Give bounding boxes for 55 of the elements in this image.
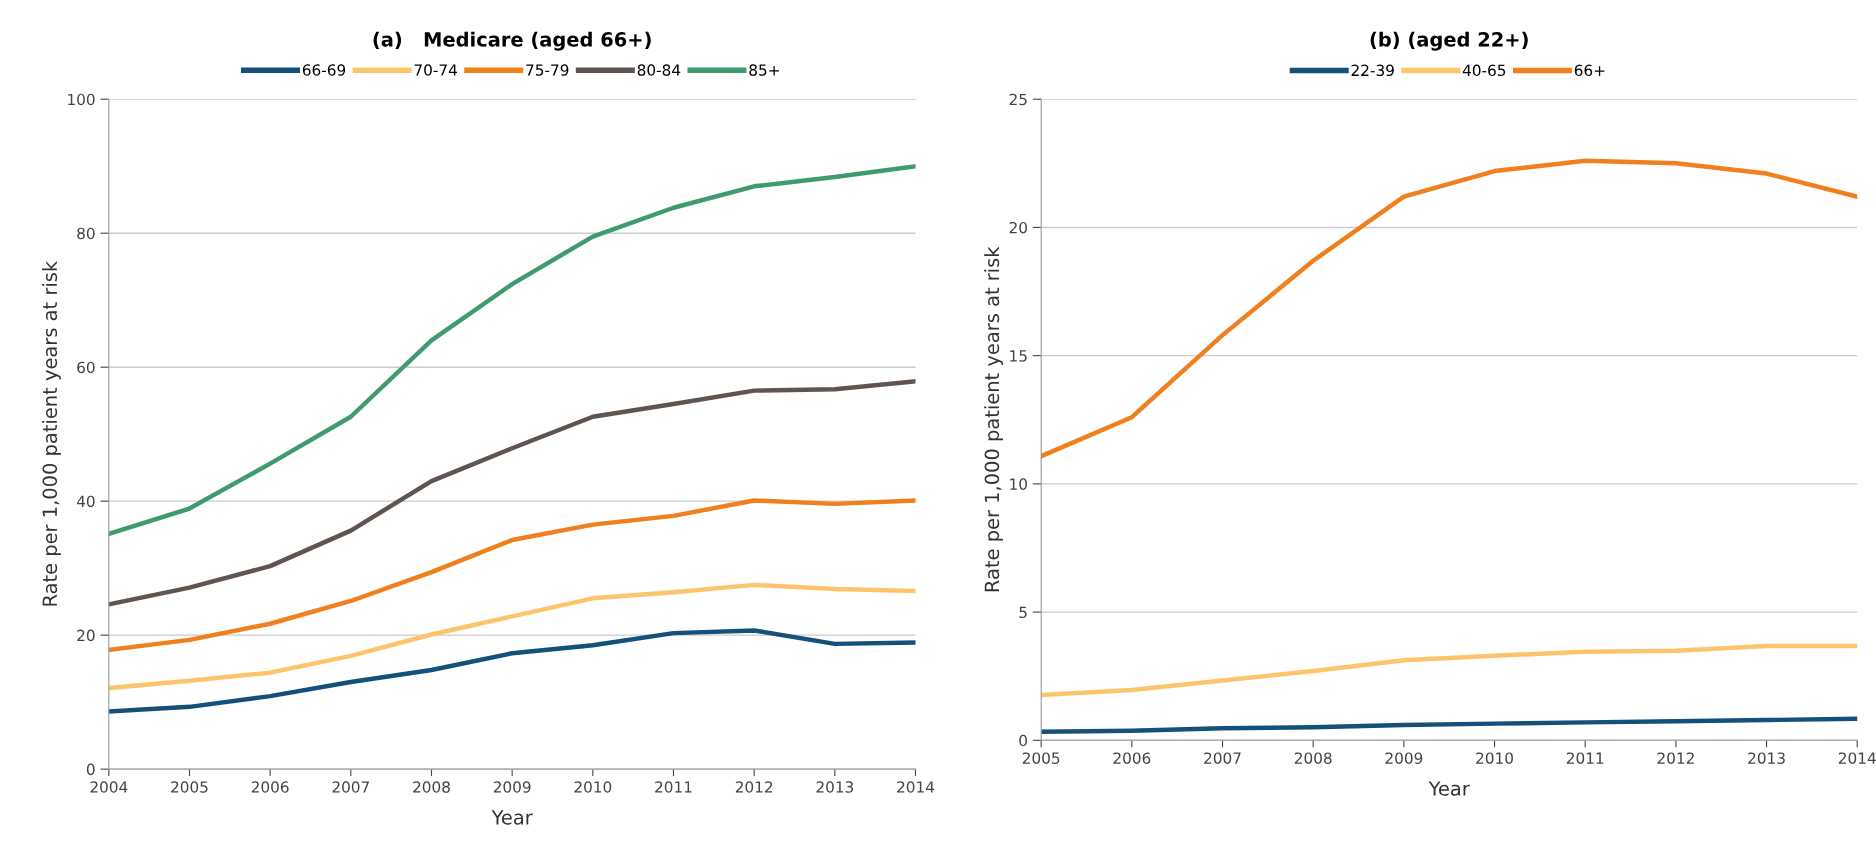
x-tick-label: 2013 (816, 781, 854, 793)
line-series (108, 628, 916, 714)
x-tick-label: 2008 (413, 781, 450, 793)
legend-label: 80-84 (637, 64, 681, 76)
line-series (108, 582, 916, 691)
y-tick-label: 20 (77, 629, 95, 642)
x-tick-label: 2013 (1748, 752, 1785, 764)
line-series (108, 163, 916, 537)
x-tick-label: 2009 (1385, 752, 1423, 764)
y-tick-label: 20 (1009, 221, 1027, 234)
x-tick-label: 2011 (1566, 752, 1604, 764)
legend-label: 40-65 (1462, 64, 1506, 77)
y-tick-label: 40 (76, 495, 95, 508)
legend-label: 75-79 (526, 64, 569, 76)
y-tick-label: 60 (77, 361, 95, 374)
x-tick-label: 2006 (1113, 752, 1151, 764)
legend-label: 22-39 (1351, 64, 1394, 77)
line-series (1041, 716, 1858, 735)
x-tick-label: 2011 (655, 781, 692, 793)
x-tick-label: 2012 (1657, 752, 1694, 764)
x-tick-label: 2008 (1294, 752, 1332, 764)
x-axis-title: Year (491, 810, 533, 825)
legend-label: 66-69 (302, 64, 346, 76)
x-tick-label: 2009 (493, 781, 531, 793)
legend-label: 70-74 (414, 64, 457, 76)
y-tick-label: 80 (77, 227, 95, 240)
y-axis-title: Rate per 1,000 patient years at risk (42, 260, 61, 606)
y-tick-label: 25 (1009, 93, 1027, 106)
line-series (108, 379, 916, 607)
line-series (108, 498, 916, 653)
x-tick-label: 2007 (1204, 752, 1241, 764)
x-tick-label: 2010 (574, 781, 612, 793)
y-tick-label: 0 (86, 763, 95, 776)
x-tick-label: 2014 (897, 781, 935, 793)
x-tick-label: 2012 (735, 781, 773, 793)
legend-label: 85+ (749, 64, 779, 76)
y-tick-label: 5 (1019, 606, 1027, 619)
y-tick-label: 0 (1019, 734, 1027, 747)
x-tick-label: 2004 (90, 781, 128, 793)
y-tick-label: 100 (68, 93, 95, 106)
x-axis-title: Year (1428, 781, 1470, 796)
y-tick-label: 15 (1010, 350, 1027, 362)
y-axis-title: Rate per 1,000 patient years at risk (984, 246, 1003, 592)
chart-title: (a) Medicare (aged 66+) (373, 31, 651, 51)
x-tick-label: 2006 (251, 781, 289, 793)
x-tick-label: 2007 (332, 781, 369, 793)
x-tick-label: 2005 (171, 781, 208, 793)
legend-label: 66+ (1574, 64, 1605, 77)
x-tick-label: 2005 (1022, 752, 1060, 764)
line-series (1041, 158, 1858, 459)
y-tick-label: 10 (1010, 478, 1027, 490)
chart-title: (b) (aged 22+) (1370, 31, 1528, 51)
x-tick-label: 2010 (1476, 752, 1513, 764)
line-series (1041, 643, 1858, 698)
x-tick-label: 2014 (1838, 752, 1876, 764)
